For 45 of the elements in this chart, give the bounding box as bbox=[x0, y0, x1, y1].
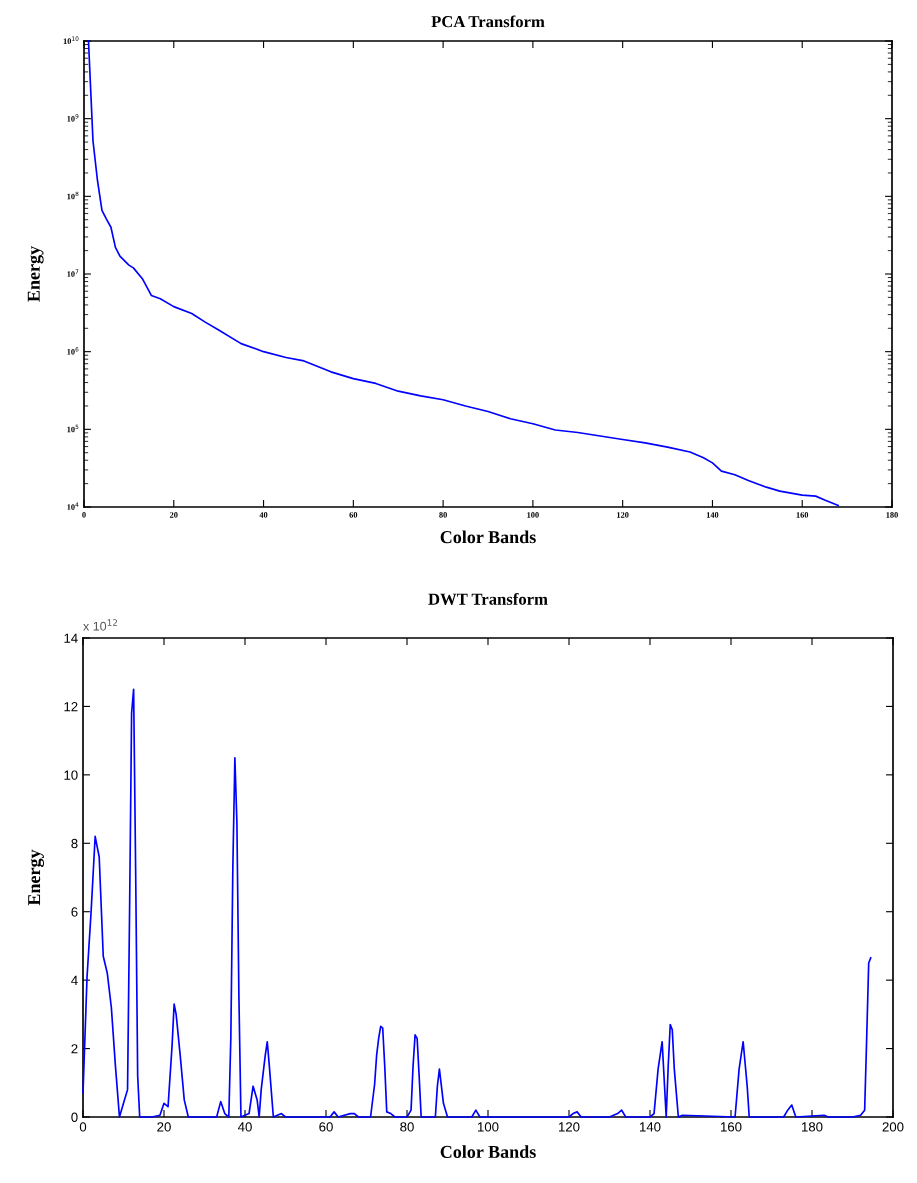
y-tick-label: 10$^{6}$ bbox=[67, 347, 79, 355]
y-tick-label: 10$^{5}$ bbox=[67, 424, 79, 433]
x-tick-label: 20 bbox=[169, 512, 178, 518]
x-tick-label: 140 bbox=[640, 1122, 661, 1132]
y-tick-label: 4 bbox=[71, 975, 78, 985]
y-tick-label: 10$^{9}$ bbox=[67, 114, 79, 122]
x-tick-label: 160 bbox=[796, 512, 809, 518]
y-tick-label: 0 bbox=[71, 1112, 78, 1122]
y-tick-label: 2 bbox=[71, 1044, 78, 1054]
y-tick-label: 14 bbox=[64, 633, 78, 643]
text: x 10$^{12}$ bbox=[83, 619, 117, 631]
x-tick-label: 60 bbox=[319, 1122, 333, 1132]
x-tick-label: 160 bbox=[721, 1122, 742, 1132]
x-tick-label: 180 bbox=[886, 512, 898, 518]
line-series bbox=[87, 40, 839, 507]
x-tick-label: 200 bbox=[882, 1122, 904, 1132]
x-tick-label: 0 bbox=[82, 512, 86, 518]
y-tick-label: 8 bbox=[71, 838, 78, 849]
x-tick-label: 40 bbox=[237, 1122, 252, 1132]
x-axis-title: Color Bands bbox=[440, 1145, 536, 1158]
y-tick-label: 10 bbox=[64, 770, 78, 780]
x-tick-label: 120 bbox=[559, 1122, 580, 1132]
y-tick-label: 10$^{4}$ bbox=[67, 502, 79, 510]
x-tick-label: 60 bbox=[349, 512, 358, 518]
x-tick-label: 100 bbox=[478, 1122, 499, 1132]
x-tick-label: 80 bbox=[400, 1122, 414, 1132]
x-axis-title: Color Bands bbox=[440, 530, 536, 544]
x-tick-label: 180 bbox=[802, 1122, 823, 1132]
chart-title: PCA Transform bbox=[431, 15, 545, 28]
y-tick-label: 12 bbox=[64, 702, 78, 712]
x-tick-label: 40 bbox=[259, 512, 268, 518]
line-series bbox=[82, 688, 872, 1118]
x-tick-label: 80 bbox=[439, 512, 447, 518]
y-axis-title: Energy bbox=[27, 246, 44, 302]
x-tick-label: 20 bbox=[157, 1122, 171, 1132]
y-tick-label: 6 bbox=[71, 907, 78, 917]
y-tick-label: 10$^{8}$ bbox=[67, 191, 79, 200]
x-tick-label: 120 bbox=[617, 512, 629, 518]
chart-title: DWT Transform bbox=[428, 592, 548, 605]
y-axis-title: Energy bbox=[28, 849, 45, 906]
y-tick-label: 10$^{7}$ bbox=[67, 269, 79, 277]
y-tick-label: 10$^{10}$ bbox=[63, 36, 79, 44]
x-tick-label: 100 bbox=[527, 512, 539, 518]
x-tick-label: 0 bbox=[79, 1122, 87, 1132]
x-tick-label: 140 bbox=[706, 512, 719, 518]
